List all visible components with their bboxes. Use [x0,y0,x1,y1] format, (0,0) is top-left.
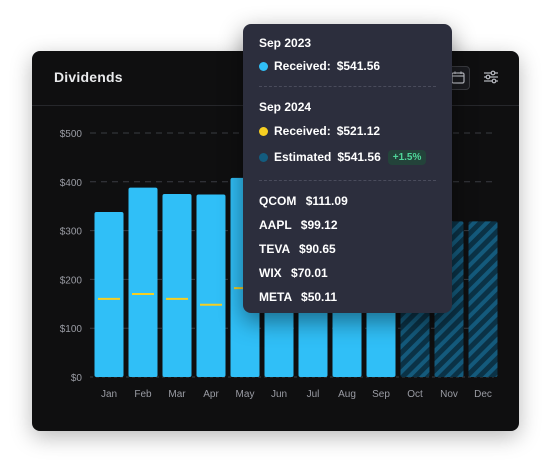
x-tick-label: Mar [168,389,186,400]
holding-value: $50.11 [301,290,338,304]
tooltip-divider [259,180,436,181]
holding-value: $111.09 [305,194,348,208]
holding-ticker: META [259,290,292,304]
holding-ticker: TEVA [259,242,290,256]
received-bar-sep[interactable] [366,301,396,377]
change-badge: +1.5% [387,149,427,165]
tooltip-received-2023-row: Received: $541.56 [259,58,380,74]
y-tick-label: $400 [60,178,83,189]
tooltip-estimated-row: Estimated $541.56 +1.5% [259,149,427,165]
received-bar-feb[interactable] [128,187,158,377]
holding-row: QCOM $111.09 [259,194,348,208]
x-tick-label: Jul [307,389,320,400]
tooltip-2024-title: Sep 2024 [259,100,312,114]
holding-row: WIX $70.01 [259,266,328,280]
tooltip-2023-title: Sep 2023 [259,36,312,50]
tooltip-divider [259,86,436,87]
x-tick-label: Jun [271,389,287,400]
received-bar-mar[interactable] [162,194,192,377]
tooltip-received-2024-row: Received: $521.12 [259,123,380,139]
x-tick-label: Apr [203,389,219,400]
filter-settings-button[interactable] [480,66,502,88]
received-bar-aug[interactable] [332,301,362,377]
y-tick-label: $0 [71,373,83,384]
received-2024-dot-icon [259,126,268,136]
x-tick-label: Dec [474,389,492,400]
x-tick-label: Aug [338,389,356,400]
x-tick-label: Nov [440,389,458,400]
received-2023-label: Received: [274,59,331,73]
month-tooltip: Sep 2023 Received: $541.56 Sep 2024 Rece… [243,24,452,313]
received-2024-value: $521.12 [336,124,381,138]
card-title: Dividends [54,69,123,85]
holding-ticker: QCOM [259,194,297,208]
holding-value: $90.65 [299,242,336,256]
x-tick-label: May [236,389,255,400]
x-tick-label: Oct [407,389,423,400]
x-tick-label: Sep [372,389,390,400]
received-bar-jul[interactable] [298,301,328,377]
holding-value: $70.01 [291,266,328,280]
received-bar-apr[interactable] [196,194,226,377]
estimated-bar-dec[interactable] [468,221,498,377]
estimated-dot-icon [259,152,268,162]
x-tick-label: Jan [101,389,117,400]
y-tick-label: $100 [60,324,83,335]
holding-row: TEVA $90.65 [259,242,336,256]
holding-value: $99.12 [300,218,338,232]
estimated-label: Estimated [274,150,332,164]
received-2023-value: $541.56 [336,59,381,73]
received-2023-dot-icon [259,61,268,71]
holding-row: AAPL $99.12 [259,218,338,232]
holding-row: META $50.11 [259,290,337,304]
holding-ticker: WIX [259,266,282,280]
x-tick-label: Feb [134,389,152,400]
y-tick-label: $500 [60,129,83,140]
holding-ticker: AAPL [259,218,292,232]
received-2024-label: Received: [274,124,331,138]
received-bar-jun[interactable] [264,301,294,377]
received-bar-jan[interactable] [94,212,124,377]
sliders-icon [484,70,498,84]
calendar-icon [451,71,465,84]
y-tick-label: $200 [60,275,83,286]
estimated-value: $541.56 [337,150,381,164]
y-tick-label: $300 [60,227,83,238]
